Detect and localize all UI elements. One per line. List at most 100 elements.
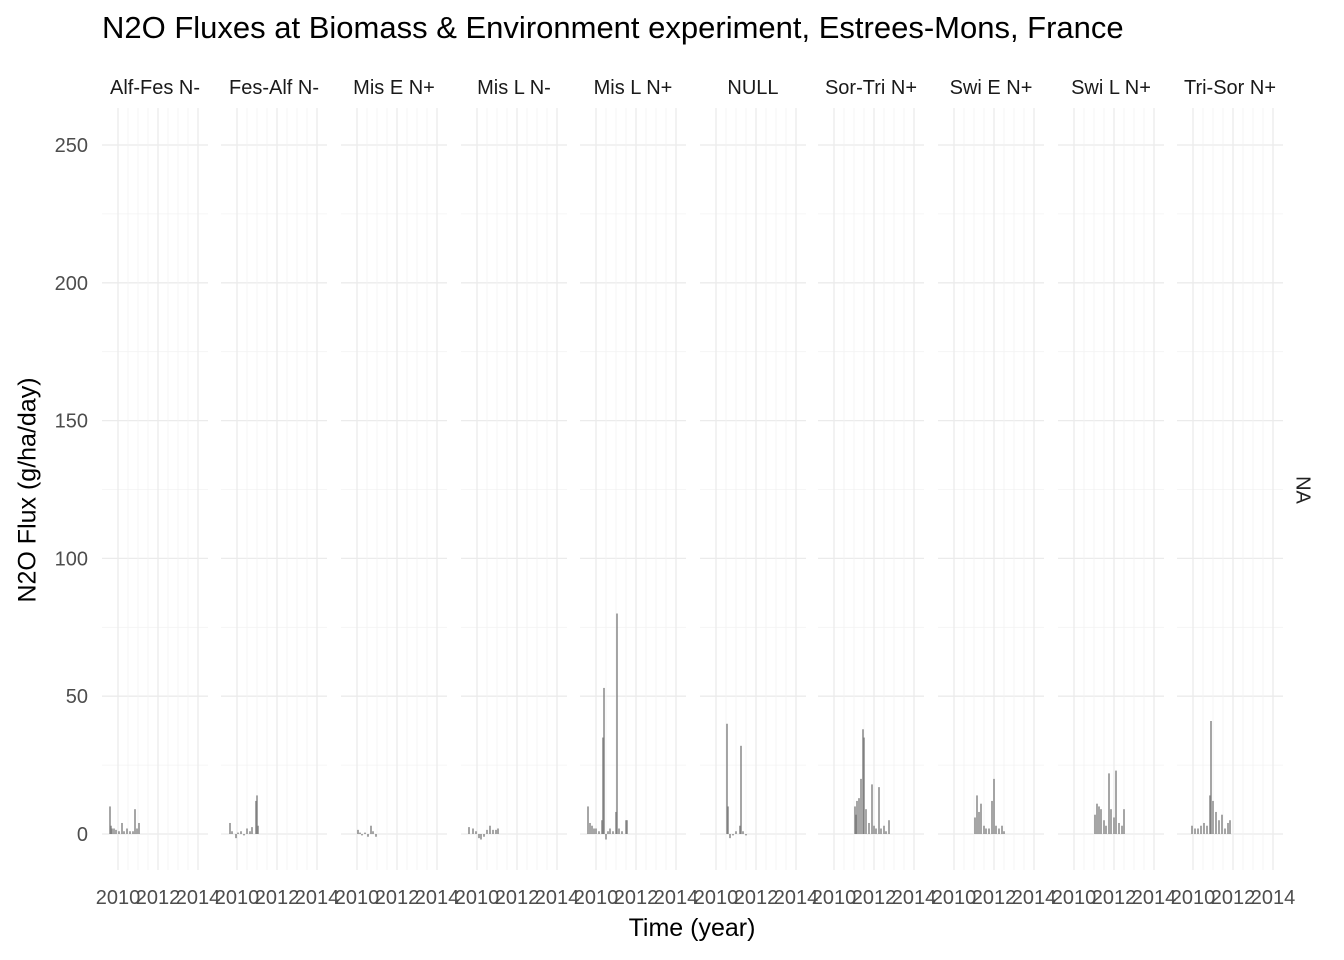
data-bar <box>497 828 499 834</box>
data-bar <box>1224 828 1226 834</box>
data-bar <box>601 820 603 834</box>
data-bar <box>625 820 627 834</box>
data-bar <box>1115 770 1117 834</box>
data-bar <box>1227 822 1229 834</box>
x-tick-label: 2014 <box>1251 887 1296 909</box>
data-bar <box>855 814 857 834</box>
data-bar <box>478 834 480 839</box>
data-bar <box>988 828 990 834</box>
data-bar <box>863 737 865 834</box>
data-bar <box>489 825 491 834</box>
data-bar <box>888 820 890 834</box>
data-bar <box>612 831 614 834</box>
data-bar <box>615 811 617 834</box>
x-tick-label: 2012 <box>1092 887 1137 909</box>
data-bar <box>240 831 242 834</box>
x-tick-label: 2012 <box>734 887 779 909</box>
data-bar <box>126 828 128 834</box>
data-bar <box>626 820 628 834</box>
data-bar <box>883 825 885 834</box>
data-bar <box>1203 822 1205 834</box>
x-tick-label: 2010 <box>694 887 739 909</box>
data-bar <box>589 822 591 834</box>
data-bar <box>1206 825 1208 834</box>
data-bar <box>1191 825 1193 834</box>
data-bar <box>742 831 744 834</box>
data-bar <box>995 825 997 834</box>
data-bar <box>602 737 604 834</box>
facet-strip-label: NULL <box>727 77 778 99</box>
facet-strip-label: Swi L N+ <box>1071 77 1151 99</box>
data-bar <box>978 811 980 834</box>
data-bar <box>1118 822 1120 834</box>
x-tick-label: 2010 <box>96 887 141 909</box>
data-bar <box>1110 809 1112 834</box>
data-bar <box>1215 811 1217 834</box>
data-bar <box>129 831 131 834</box>
data-bar <box>110 825 112 834</box>
x-tick-label: 2014 <box>295 887 340 909</box>
data-bar <box>361 834 363 836</box>
data-bar <box>495 829 497 834</box>
data-bar <box>993 778 995 834</box>
data-bar <box>1218 820 1220 834</box>
x-tick-label: 2014 <box>774 887 819 909</box>
facet-strip-label: Swi E N+ <box>950 77 1033 99</box>
data-bar <box>609 828 611 834</box>
facet-strip-label: Mis L N- <box>477 77 551 99</box>
data-bar <box>246 828 248 834</box>
data-bar <box>880 828 882 834</box>
data-bar <box>251 827 253 834</box>
data-bar <box>480 834 482 840</box>
data-bar <box>475 831 477 834</box>
facet-strip-label: Fes-Alf N- <box>229 77 319 99</box>
data-bar <box>603 687 605 834</box>
data-bar <box>607 831 609 834</box>
data-bar <box>359 832 361 834</box>
data-bar <box>1105 825 1107 834</box>
data-bar <box>587 806 589 834</box>
x-tick-label: 2014 <box>1132 887 1177 909</box>
data-bar <box>1194 828 1196 834</box>
x-tick-label: 2014 <box>892 887 937 909</box>
data-bar <box>472 828 474 834</box>
data-bar <box>618 828 620 834</box>
data-bar <box>1113 817 1115 834</box>
x-tick-label: 2014 <box>176 887 221 909</box>
data-bar <box>991 800 993 834</box>
data-bar <box>237 832 239 834</box>
data-bar <box>871 784 873 834</box>
data-bar <box>1100 809 1102 834</box>
facet-strip-label: Mis L N+ <box>594 77 673 99</box>
data-bar <box>875 828 877 834</box>
data-bar <box>483 834 485 837</box>
y-tick-label: 100 <box>55 548 88 570</box>
data-bar <box>357 829 359 834</box>
data-bar <box>727 806 729 834</box>
data-bar <box>256 795 258 834</box>
x-tick-label: 2010 <box>574 887 619 909</box>
data-bar <box>1197 828 1199 834</box>
x-tick-label: 2014 <box>415 887 460 909</box>
data-bar <box>591 825 593 834</box>
data-bar <box>1001 825 1003 834</box>
data-bar <box>1003 831 1005 834</box>
data-bar <box>235 834 237 839</box>
data-bar <box>729 834 731 839</box>
data-bar <box>1103 820 1105 834</box>
data-bar <box>257 825 259 834</box>
data-bar <box>858 798 860 834</box>
data-bar <box>605 834 607 840</box>
x-tick-label: 2010 <box>1052 887 1097 909</box>
data-bar <box>878 787 880 834</box>
data-bar <box>868 822 870 834</box>
data-bar <box>231 831 233 834</box>
x-tick-label: 2010 <box>335 887 380 909</box>
data-bar <box>255 800 257 834</box>
data-bar <box>598 831 600 834</box>
data-bar <box>229 822 231 834</box>
facet-strip-label: Alf-Fes N- <box>110 77 200 99</box>
data-bar <box>621 831 623 834</box>
x-tick-label: 2012 <box>614 887 659 909</box>
